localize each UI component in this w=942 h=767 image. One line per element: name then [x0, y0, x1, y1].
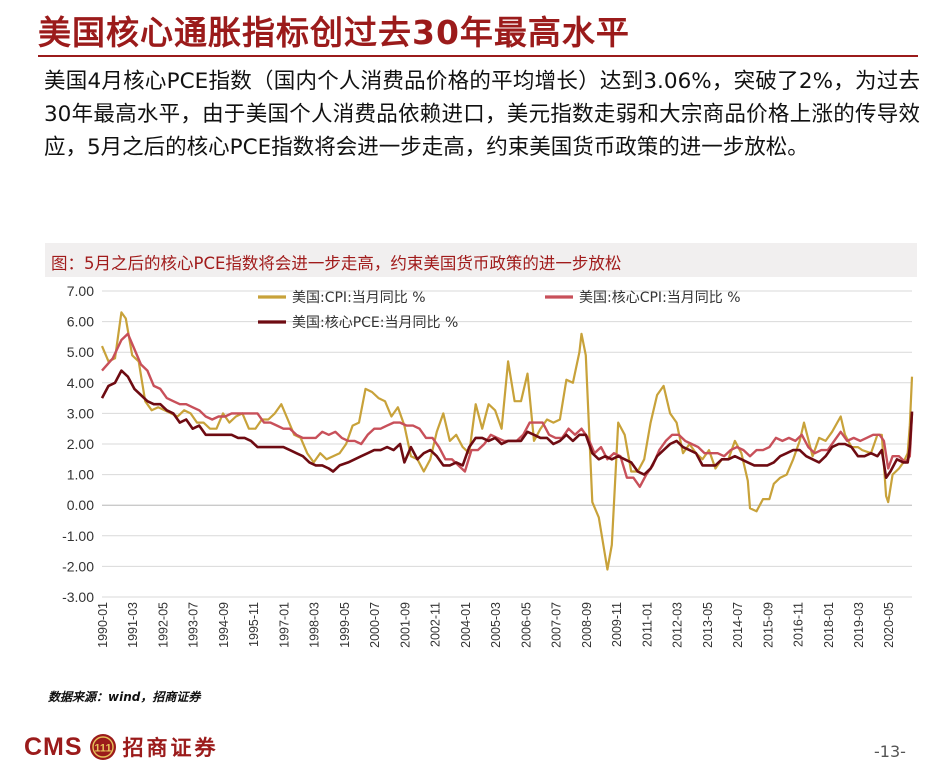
x-tick-label: 2008-09: [580, 602, 594, 648]
x-tick-label: 2014-07: [731, 602, 745, 648]
y-tick-label: 3.00: [67, 405, 94, 421]
x-tick-label: 2005-03: [489, 602, 503, 648]
x-tick-label: 1997-01: [277, 602, 291, 648]
x-tick-label: 2015-09: [761, 602, 775, 648]
logo-emblem-icon: 111: [89, 734, 116, 760]
page-title: 美国核心通胀指标创过去30年最高水平: [38, 13, 630, 52]
chart-title: 图：5月之后的核心PCE指数将会进一步走高，约束美国货币政策的进一步放松: [51, 254, 622, 273]
x-tick-label: 2013-05: [701, 602, 715, 648]
y-tick-label: -3.00: [62, 589, 94, 605]
y-tick-label: 2.00: [67, 436, 94, 452]
series-line-core-pce: [100, 369, 914, 479]
x-tick-label: 2000-07: [368, 602, 382, 648]
logo-wordmark: CMS: [24, 732, 83, 761]
y-tick-label: -2.00: [62, 558, 94, 574]
x-tick-label: 2012-03: [671, 602, 685, 648]
y-tick-label: 0.00: [67, 497, 94, 513]
chart-plot-area: [100, 311, 914, 571]
x-tick-label: 1993-07: [187, 602, 201, 648]
y-tick-label: 4.00: [67, 375, 94, 391]
chart-canvas: 7.00 6.00 5.00 4.00 3.00 2.00 1.00 0.00 -1.00 -2.…: [62, 283, 914, 648]
y-tick-label: 5.00: [67, 344, 94, 360]
chart-grid: [102, 290, 912, 598]
source-note: 数据来源：wind，招商证券: [48, 690, 201, 704]
chart-legend: 美国:CPI:当月同比 % 美国:核心CPI:当月同比 % 美国:核心PCE:当月同…: [258, 290, 741, 331]
legend-label: 美国:核心CPI:当月同比 %: [579, 290, 741, 306]
x-tick-label: 1999-05: [338, 602, 352, 648]
x-tick-label: 1994-09: [217, 602, 231, 648]
x-tick-label: 2016-11: [792, 602, 806, 647]
legend-label: 美国:核心PCE:当月同比 %: [292, 315, 458, 331]
y-tick-label: 7.00: [67, 283, 94, 299]
page-number: -13-: [874, 742, 906, 761]
x-tick-label: 1995-11: [247, 602, 261, 647]
x-tick-label: 1998-03: [308, 602, 322, 648]
logo-emblem-text: 111: [94, 743, 111, 755]
x-tick-label: 1990-01: [96, 602, 110, 648]
y-axis: 7.00 6.00 5.00 4.00 3.00 2.00 1.00 0.00 -1.00 -2.…: [62, 283, 94, 605]
y-tick-label: -1.00: [62, 528, 94, 544]
x-tick-label: 2002-11: [429, 602, 443, 647]
x-tick-label: 2007-07: [550, 602, 564, 648]
x-tick-label: 2001-09: [398, 602, 412, 648]
x-tick-label: 2018-01: [822, 602, 836, 648]
title-divider: [38, 55, 918, 57]
chart-title-bar: 图：5月之后的核心PCE指数将会进一步走高，约束美国货币政策的进一步放松: [45, 243, 917, 277]
logo-company-name: 招商证券: [122, 736, 219, 760]
legend-label: 美国:CPI:当月同比 %: [292, 290, 426, 306]
x-tick-label: 2006-05: [519, 602, 533, 648]
y-tick-label: 1.00: [67, 467, 94, 483]
body-paragraph: 美国4月核心PCE指数（国内个人消费品价格的平均增长）达到3.06%，突破了2%…: [44, 69, 920, 160]
x-tick-label: 2004-01: [459, 602, 473, 648]
x-axis: 1990-01 1991-03 1992-05 1993-07 1994-09 1995-…: [96, 504, 912, 648]
x-tick-label: 2009-11: [610, 602, 624, 647]
x-tick-label: 1992-05: [156, 602, 170, 648]
y-tick-label: 6.00: [67, 314, 94, 330]
x-tick-label: 2011-01: [640, 602, 654, 647]
x-tick-label: 1991-03: [126, 602, 140, 648]
company-logo: CMS 111 招商证券: [24, 730, 219, 764]
x-tick-label: 2019-03: [852, 602, 866, 648]
x-tick-label: 2020-05: [882, 602, 896, 648]
